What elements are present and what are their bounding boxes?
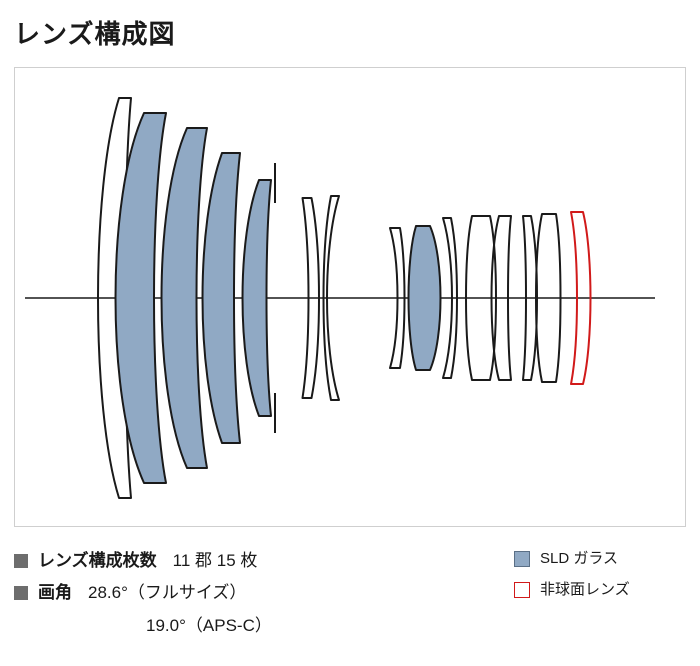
angle-full: 28.6°（フルサイズ） [88,577,246,609]
sld-label: SLD ガラス [540,545,618,572]
footer: レンズ構成枚数 11 郡 15 枚 画角 28.6°（フルサイズ） 19.0°（… [14,545,686,642]
lens-element-4 [203,153,241,443]
lens-diagram-frame [14,67,686,527]
page-title: レンズ構成図 [14,14,686,51]
angle-apsc: 19.0°（APS-C） [14,610,272,642]
asph-label: 非球面レンズ [540,576,630,603]
lens-element-5 [243,180,272,416]
elements-value: 11 郡 15 枚 [173,545,258,577]
spec-block: レンズ構成枚数 11 郡 15 枚 画角 28.6°（フルサイズ） 19.0°（… [14,545,486,642]
sld-swatch-icon [514,551,530,567]
bullet-icon [14,586,28,600]
legend: SLD ガラス 非球面レンズ [514,545,686,642]
lens-diagram [15,68,687,528]
bullet-icon [14,554,28,568]
asph-swatch-icon [514,582,530,598]
lens-element-9 [409,226,441,370]
angle-label: 画角 [38,577,72,609]
elements-label: レンズ構成枚数 [38,545,157,577]
